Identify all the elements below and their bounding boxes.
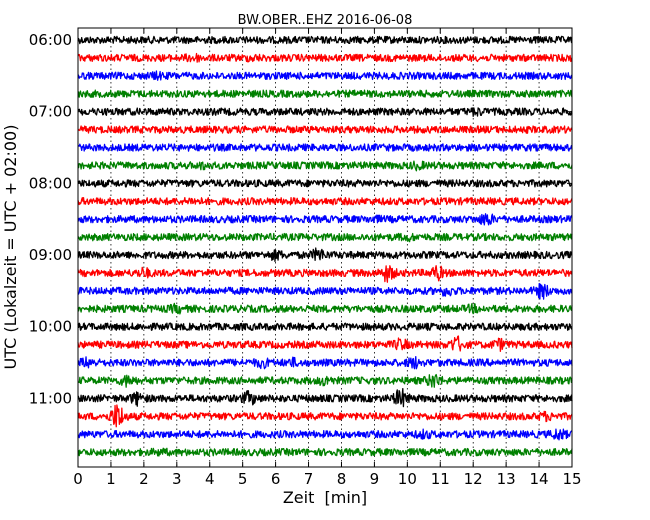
seismic-trace-0615 bbox=[77, 52, 573, 63]
seismic-trace-1145 bbox=[77, 447, 573, 457]
x-tick-label: 3 bbox=[172, 470, 182, 488]
y-tick-label: 06:00 bbox=[29, 31, 72, 49]
x-axis-title: Zeit [min] bbox=[283, 488, 367, 507]
x-tick-label: 4 bbox=[205, 470, 215, 488]
y-axis-title: UTC (Lokalzeit = UTC + 02:00) bbox=[1, 125, 20, 370]
seismic-trace-0730 bbox=[77, 143, 573, 152]
seismic-trace-0900 bbox=[77, 247, 573, 262]
seismic-trace-0845 bbox=[77, 232, 573, 243]
seismic-trace-0645 bbox=[77, 89, 573, 99]
x-tick-label: 13 bbox=[497, 470, 516, 488]
seismic-trace-1130 bbox=[77, 428, 573, 441]
x-tick-label: 15 bbox=[562, 470, 581, 488]
x-tick-label: 14 bbox=[530, 470, 549, 488]
seismic-trace-1115 bbox=[77, 404, 573, 428]
x-tick-label: 12 bbox=[464, 470, 483, 488]
seismic-trace-0745 bbox=[77, 160, 573, 172]
y-tick-label: 10:00 bbox=[29, 318, 72, 336]
seismic-trace-0915 bbox=[77, 265, 573, 283]
plot-frame bbox=[77, 27, 573, 468]
seismic-trace-1000 bbox=[77, 322, 573, 331]
seismic-trace-1045 bbox=[77, 373, 573, 388]
y-tick-label: 11:00 bbox=[29, 389, 72, 407]
x-tick-label: 2 bbox=[139, 470, 149, 488]
chart-title: BW.OBER..EHZ 2016-06-08 bbox=[238, 13, 413, 28]
x-tick-label: 11 bbox=[431, 470, 450, 488]
x-tick-label: 6 bbox=[271, 470, 281, 488]
y-tick-label: 09:00 bbox=[29, 246, 72, 264]
x-tick-label: 10 bbox=[398, 470, 417, 488]
axis-ticks: 0 1 2 3 4 5 6 7 8 9 10 11 12 13 14 1506:0007:0008:0009:… bbox=[29, 28, 582, 488]
y-tick-label: 07:00 bbox=[29, 103, 72, 121]
seismic-trace-0630 bbox=[77, 70, 573, 81]
x-tick-label: 9 bbox=[370, 470, 380, 488]
seismic-trace-0715 bbox=[77, 125, 573, 134]
x-tick-label: 7 bbox=[304, 470, 314, 488]
seismic-trace-0945 bbox=[77, 302, 573, 315]
seismic-trace-0700 bbox=[77, 107, 573, 117]
x-tick-label: 0 bbox=[73, 470, 83, 488]
x-tick-label: 1 bbox=[106, 470, 116, 488]
seismic-trace-0815 bbox=[77, 196, 573, 206]
y-tick-label: 08:00 bbox=[29, 174, 72, 192]
seismic-trace-1030 bbox=[77, 356, 573, 370]
seismic-trace-1100 bbox=[77, 387, 573, 408]
seismic-trace-1015 bbox=[77, 335, 573, 352]
seismic-trace-0830 bbox=[77, 213, 573, 226]
seismic-trace-0800 bbox=[77, 179, 573, 188]
x-tick-label: 8 bbox=[337, 470, 347, 488]
seismic-trace-0600 bbox=[77, 35, 573, 45]
seismic-trace-0930 bbox=[77, 282, 573, 300]
x-tick-label: 5 bbox=[238, 470, 248, 488]
trace-series bbox=[77, 35, 573, 457]
